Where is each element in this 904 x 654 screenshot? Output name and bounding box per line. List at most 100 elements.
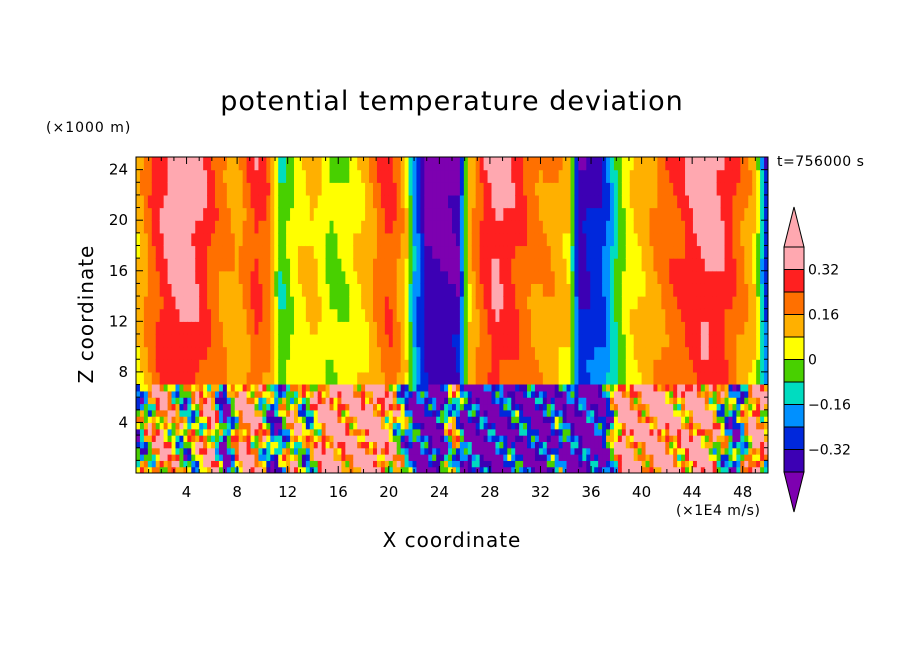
field-cell — [562, 245, 568, 259]
field-cell — [294, 182, 299, 196]
field-cell — [507, 270, 512, 284]
field-cell — [444, 182, 449, 196]
field-cell — [428, 454, 433, 461]
field-cell — [222, 333, 228, 348]
field-cell — [424, 308, 429, 322]
field-cell — [507, 359, 512, 373]
field-cell — [455, 359, 461, 373]
field-cell — [527, 321, 532, 335]
field-cell — [392, 346, 398, 360]
field-cell — [673, 409, 678, 417]
field-cell — [459, 157, 465, 171]
field-cell — [317, 359, 323, 373]
field-cell — [463, 428, 469, 436]
field-cell — [578, 441, 583, 449]
field-cell — [365, 194, 370, 209]
field-cell — [341, 422, 346, 430]
field-cell — [452, 466, 457, 473]
field-cell — [724, 397, 730, 405]
field-cell — [724, 220, 730, 234]
field-cell — [139, 308, 145, 322]
field-cell — [764, 182, 768, 196]
field-cell — [483, 454, 489, 461]
field-cell — [444, 283, 449, 297]
field-cell — [250, 157, 256, 171]
field-cell — [345, 397, 350, 405]
field-cell — [412, 296, 418, 310]
field-cell — [392, 416, 398, 424]
field-cell — [562, 390, 568, 398]
field-cell — [380, 422, 386, 430]
field-cell — [151, 157, 157, 171]
field-cell — [471, 157, 477, 171]
field-cell — [546, 283, 552, 297]
field-cell — [712, 346, 718, 360]
field-cell — [610, 371, 615, 386]
field-cell — [538, 409, 544, 417]
field-cell — [471, 308, 477, 322]
field-cell — [155, 258, 161, 272]
field-cell — [357, 220, 362, 234]
field-cell — [242, 441, 248, 449]
field-cell — [230, 422, 236, 430]
field-cell — [408, 428, 414, 436]
field-cell — [341, 308, 346, 322]
field-cell — [519, 466, 524, 473]
field-cell — [542, 397, 548, 405]
field-cell — [329, 359, 335, 373]
field-cell — [744, 157, 749, 171]
field-cell — [388, 245, 394, 259]
field-cell — [301, 157, 307, 171]
field-cell — [179, 403, 184, 411]
field-cell — [136, 346, 141, 360]
field-cell — [625, 270, 631, 284]
field-cell — [388, 447, 394, 455]
field-cell — [321, 321, 327, 335]
field-cell — [349, 460, 354, 468]
field-cell — [531, 447, 536, 455]
field-cell — [515, 321, 520, 335]
field-cell — [444, 441, 449, 449]
field-cell — [617, 441, 623, 449]
field-cell — [369, 441, 374, 449]
field-cell — [724, 283, 730, 297]
field-cell — [471, 435, 477, 442]
field-cell — [143, 346, 149, 360]
field-cell — [175, 258, 181, 272]
field-cell — [681, 232, 686, 247]
field-cell — [278, 390, 283, 398]
field-cell — [404, 333, 410, 348]
field-cell — [297, 384, 303, 392]
field-cell — [578, 409, 583, 417]
field-cell — [487, 258, 493, 272]
field-cell — [562, 346, 568, 360]
field-cell — [669, 207, 674, 221]
field-cell — [641, 428, 647, 436]
field-cell — [301, 397, 307, 405]
field-cell — [218, 333, 224, 348]
field-cell — [531, 321, 536, 335]
field-cell — [448, 447, 453, 455]
field-cell — [313, 416, 319, 424]
field-cell — [448, 308, 453, 322]
field-cell — [637, 220, 643, 234]
field-cell — [566, 435, 572, 442]
field-cell — [369, 270, 374, 284]
field-cell — [234, 435, 240, 442]
field-cell — [357, 270, 362, 284]
field-cell — [388, 333, 394, 348]
field-cell — [143, 397, 149, 405]
field-cell — [578, 454, 583, 461]
field-cell — [610, 169, 615, 183]
field-cell — [195, 296, 200, 310]
field-cell — [538, 258, 544, 272]
field-cell — [266, 390, 271, 398]
field-cell — [262, 333, 267, 348]
field-cell — [594, 428, 599, 436]
field-cell — [716, 194, 722, 209]
field-cell — [290, 346, 295, 360]
field-cell — [665, 232, 670, 247]
field-cell — [566, 333, 572, 348]
field-cell — [432, 346, 437, 360]
field-cell — [238, 416, 244, 424]
